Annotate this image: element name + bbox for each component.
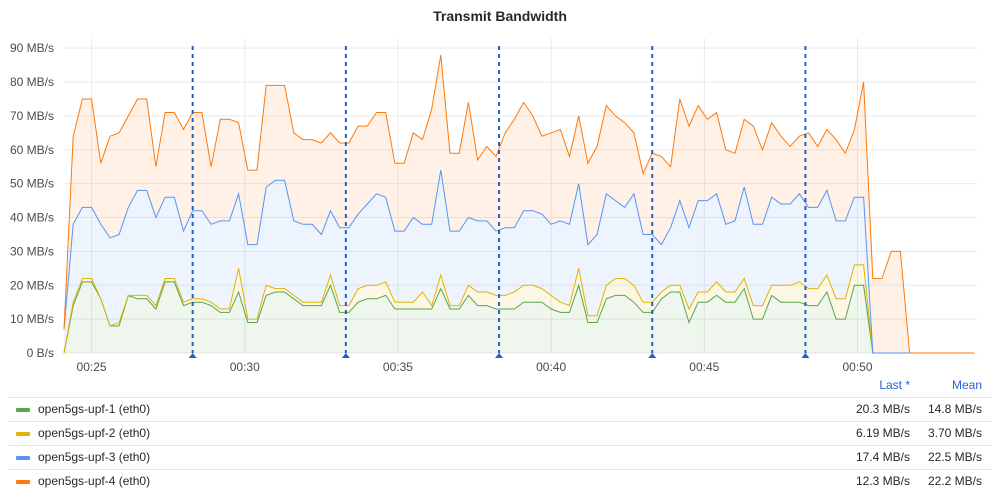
- legend-series-name[interactable]: open5gs-upf-4 (eth0): [38, 474, 151, 488]
- legend-last-value: 20.3 MB/s: [855, 402, 910, 416]
- annotation-markers: [188, 46, 810, 358]
- y-tick-label: 90 MB/s: [10, 41, 54, 55]
- legend-series-name[interactable]: open5gs-upf-3 (eth0): [38, 450, 151, 464]
- legend-mean-value: 3.70 MB/s: [927, 426, 982, 440]
- series-lines: [63, 54, 974, 354]
- legend-series-name[interactable]: open5gs-upf-2 (eth0): [38, 426, 151, 440]
- y-tick-label: 0 B/s: [27, 346, 54, 360]
- legend-mean-value: 22.5 MB/s: [927, 450, 982, 464]
- legend-last-value: 12.3 MB/s: [855, 474, 910, 488]
- x-tick-label: 00:50: [842, 360, 872, 372]
- x-tick-label: 00:40: [536, 360, 566, 372]
- y-tick-label: 20 MB/s: [10, 278, 54, 292]
- legend-table: Last * Mean open5gs-upf-1 (eth0) 20.3 MB/…: [0, 372, 1000, 493]
- chart-title: Transmit Bandwidth: [433, 8, 567, 24]
- legend-mean-header[interactable]: Mean: [951, 378, 982, 392]
- y-tick-label: 80 MB/s: [10, 75, 54, 89]
- y-tick-label: 50 MB/s: [10, 177, 54, 191]
- legend-last-value: 17.4 MB/s: [855, 450, 910, 464]
- legend-last-value: 6.19 MB/s: [855, 426, 910, 440]
- annotation-marker[interactable]: [188, 353, 197, 358]
- x-axis: 00:25 00:30 00:35 00:40 00:45 00:50: [77, 360, 873, 372]
- series-line-3: [63, 170, 974, 354]
- series-line-4: [63, 54, 974, 354]
- legend-swatch: [16, 456, 30, 460]
- legend-row[interactable]: open5gs-upf-2 (eth0) 6.19 MB/s 3.70 MB/s: [8, 421, 992, 445]
- annotation-marker[interactable]: [801, 353, 810, 358]
- annotation-marker[interactable]: [495, 353, 504, 358]
- series-area-3: [64, 170, 974, 353]
- legend-row[interactable]: open5gs-upf-3 (eth0) 17.4 MB/s 22.5 MB/s: [8, 445, 992, 469]
- legend-row[interactable]: open5gs-upf-1 (eth0) 20.3 MB/s 14.8 MB/s: [8, 397, 992, 421]
- y-tick-label: 60 MB/s: [10, 143, 54, 157]
- y-tick-label: 40 MB/s: [10, 211, 54, 225]
- y-axis: 0 B/s 10 MB/s 20 MB/s 30 MB/s 40 MB/s 50 MB/s…: [10, 41, 54, 360]
- legend-mean-value: 14.8 MB/s: [927, 402, 982, 416]
- y-tick-label: 70 MB/s: [10, 109, 54, 123]
- chart-plot: 0 B/s 10 MB/s 20 MB/s 30 MB/s 40 MB/s 50 MB/s…: [10, 38, 977, 372]
- legend-row[interactable]: open5gs-upf-4 (eth0) 12.3 MB/s 22.2 MB/s: [8, 469, 992, 493]
- series-line-1: [63, 281, 974, 354]
- legend-swatch: [16, 480, 30, 484]
- series-area-4: [64, 54, 974, 354]
- legend-mean-value: 22.2 MB/s: [927, 474, 982, 488]
- series-line-2: [63, 264, 974, 354]
- x-tick-label: 00:35: [383, 360, 413, 372]
- series-area-2: [64, 264, 974, 353]
- legend-swatch: [16, 432, 30, 436]
- y-tick-label: 10 MB/s: [10, 312, 54, 326]
- legend-swatch: [16, 408, 30, 412]
- series-area-1: [64, 281, 974, 353]
- x-tick-label: 00:45: [689, 360, 719, 372]
- legend-last-header[interactable]: Last *: [879, 378, 910, 392]
- y-tick-label: 30 MB/s: [10, 244, 54, 258]
- x-tick-label: 00:30: [230, 360, 260, 372]
- series-areas: [64, 54, 974, 354]
- annotation-marker[interactable]: [341, 353, 350, 358]
- x-tick-label: 00:25: [77, 360, 107, 372]
- legend-series-name[interactable]: open5gs-upf-1 (eth0): [38, 402, 151, 416]
- legend-rows: open5gs-upf-1 (eth0) 20.3 MB/s 14.8 MB/s op…: [0, 397, 1000, 493]
- legend-header: Last * Mean: [0, 372, 1000, 397]
- annotation-marker[interactable]: [648, 353, 657, 358]
